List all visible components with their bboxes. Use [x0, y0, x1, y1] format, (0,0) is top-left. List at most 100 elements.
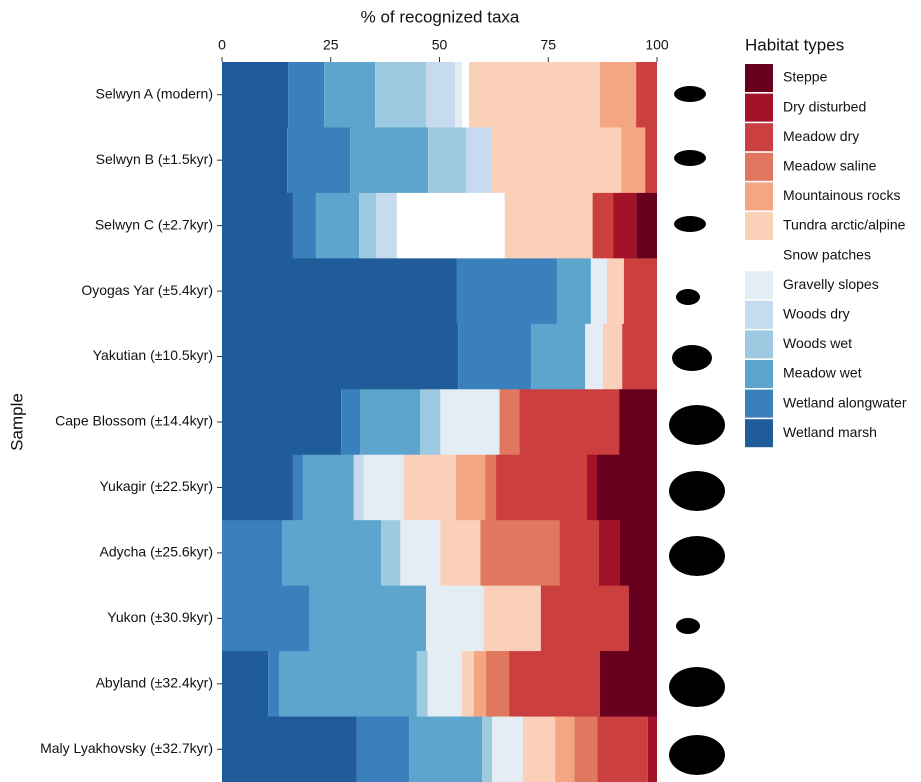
bar-segment: [403, 454, 457, 521]
y-tick-label: Selwyn B (±1.5kyr): [96, 151, 213, 167]
legend-label: Snow patches: [783, 246, 871, 262]
bar-segment: [482, 716, 493, 782]
y-tick-label: Oyogas Yar (±5.4kyr): [81, 282, 213, 298]
bar-segment: [555, 716, 575, 782]
y-tick-label: Abyland (±32.4kyr): [96, 675, 213, 691]
legend-swatch: [745, 271, 773, 300]
bar-segment: [499, 389, 520, 456]
bar-segment: [590, 258, 607, 325]
legend-swatch: [745, 64, 773, 92]
bar-segment: [480, 520, 560, 587]
bar-segment: [309, 585, 427, 652]
bar-segment: [473, 651, 487, 718]
legend-swatch: [745, 360, 773, 388]
bar-segment: [375, 192, 397, 259]
legend-swatch: [745, 419, 773, 448]
y-axis-title: Sample: [7, 393, 26, 451]
bar-segment: [292, 192, 316, 259]
icon: [674, 150, 706, 166]
icon: [674, 86, 706, 102]
bar-segment: [613, 192, 637, 259]
legend-label: Wetland marsh: [783, 424, 877, 440]
bar-segment: [485, 454, 497, 521]
bar-segment: [222, 323, 459, 390]
bar-segment: [466, 127, 493, 194]
bar-segment: [268, 651, 279, 718]
x-tick-label: 50: [432, 37, 448, 53]
bar-segment: [559, 520, 599, 587]
icon: [669, 471, 725, 511]
legend-swatch: [745, 241, 773, 270]
legend-label: Meadow saline: [783, 158, 877, 174]
legend-label: Steppe: [783, 69, 828, 85]
bar-segment: [496, 454, 587, 521]
bar-segment: [341, 389, 361, 456]
bar-segment: [222, 454, 293, 521]
bar-segment: [619, 520, 657, 587]
bar-segment: [282, 520, 382, 587]
bar-segment: [574, 716, 598, 782]
bar-segment: [428, 127, 467, 194]
bar-segment: [222, 127, 288, 194]
bar-segment: [409, 716, 483, 782]
legend-swatch: [745, 389, 773, 418]
bar-segment: [556, 258, 591, 325]
bar-segment: [469, 62, 601, 128]
legend-swatch: [745, 93, 773, 122]
bar-segment: [222, 651, 269, 718]
bar-segment: [426, 62, 456, 128]
legend-swatch: [745, 123, 773, 152]
bar-segment: [603, 323, 623, 390]
bar-segment: [598, 520, 620, 587]
bar-segment: [353, 454, 364, 521]
bar-segment: [222, 716, 357, 782]
bar-segment: [456, 258, 557, 325]
legend-swatch: [745, 212, 773, 240]
y-tick-label: Maly Lyakhovsky (±32.7kyr): [40, 740, 213, 756]
legend-swatch: [745, 330, 773, 359]
bar-segment: [287, 127, 351, 194]
legend-label: Wetland alongwater: [783, 394, 907, 410]
bar-segment: [647, 716, 657, 782]
bar-segment: [222, 585, 309, 652]
bar-segment: [531, 323, 586, 390]
bar-segment: [606, 258, 624, 325]
bar-segment: [292, 454, 303, 521]
bar-segment: [519, 389, 620, 456]
legend-title: Habitat types: [745, 35, 844, 54]
legend-label: Gravelly slopes: [783, 276, 879, 292]
bar-segment: [396, 192, 505, 259]
bar-segment: [426, 585, 484, 652]
bar-segment: [540, 585, 629, 652]
bar-segment: [222, 520, 283, 587]
icon: [669, 405, 725, 445]
bar-segment: [222, 258, 457, 325]
bar-segment: [222, 192, 293, 259]
legend-label: Dry disturbed: [783, 98, 866, 114]
x-axis-title: % of recognized taxa: [361, 7, 520, 26]
bar-segment: [288, 62, 325, 128]
y-tick-label: Selwyn C (±2.7kyr): [95, 216, 213, 232]
bar-segment: [586, 454, 597, 521]
bar-segment: [381, 520, 401, 587]
x-tick-label: 100: [645, 37, 669, 53]
bar-segment: [619, 389, 657, 456]
icon: [674, 216, 706, 232]
bar-segment: [324, 62, 376, 128]
bar-segment: [636, 62, 657, 128]
bar-segment: [278, 651, 417, 718]
bar-segment: [621, 127, 646, 194]
bar-segment: [504, 192, 593, 259]
bar-segment: [222, 62, 289, 128]
bar-segment: [359, 192, 376, 259]
bar-segment: [461, 651, 474, 718]
bar-segment: [483, 585, 541, 652]
legend-label: Woods wet: [783, 335, 852, 351]
bar-segment: [315, 192, 360, 259]
bar-segment: [356, 716, 410, 782]
bar-segment: [628, 585, 657, 652]
legend-label: Tundra arctic/alpine: [783, 217, 906, 233]
icon: [669, 735, 725, 775]
bar-segment: [597, 716, 648, 782]
